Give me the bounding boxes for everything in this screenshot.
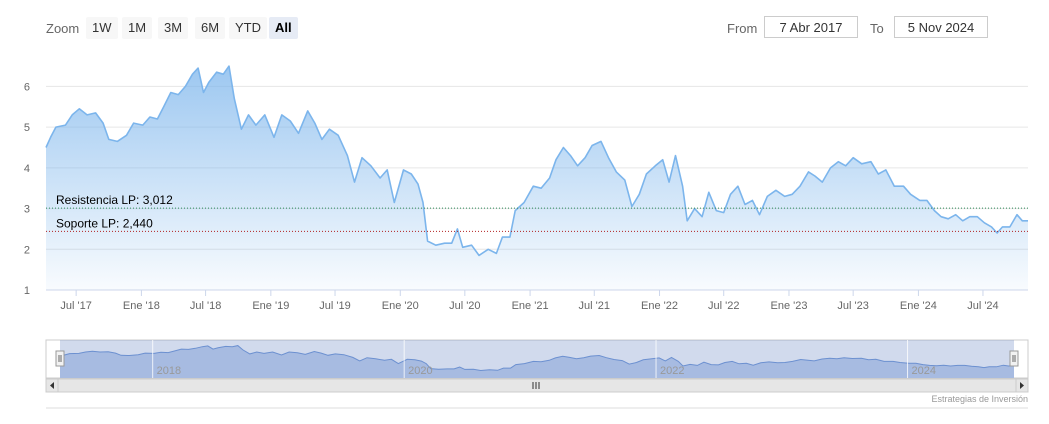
navigator-year-label: 2022 (660, 365, 684, 377)
to-date-input[interactable]: 5 Nov 2024 (894, 16, 988, 38)
x-tick-label: Ene '20 (382, 300, 419, 312)
y-tick-label: 5 (24, 122, 30, 134)
x-axis: Jul '17 Ene '18 Jul '18 Ene '19 Jul '19 Ene '… (46, 289, 1028, 312)
y-tick-label: 2 (24, 244, 30, 256)
resistance-label: Resistencia LP: 3,012 (56, 193, 173, 207)
x-tick-label: Ene '23 (770, 300, 807, 312)
price-area (46, 66, 1028, 290)
x-tick-label: Ene '24 (900, 300, 937, 312)
zoom-all-button[interactable]: All (269, 17, 298, 39)
credits-text: Estrategias de Inversión (931, 394, 1028, 404)
scrollbar-thumb[interactable] (57, 378, 1017, 393)
navigator-year-label: 2020 (408, 365, 432, 377)
x-tick-label: Jul '18 (190, 300, 221, 312)
y-tick-label: 3 (24, 204, 30, 216)
x-tick-label: Ene '22 (641, 300, 678, 312)
x-tick-label: Ene '21 (512, 300, 549, 312)
range-selector-toolbar: Zoom 1W 1M 3M 6M YTD All From 7 Abr 2017… (0, 0, 1049, 56)
y-tick-label: 4 (24, 163, 30, 175)
zoom-1m-button[interactable]: 1M (122, 17, 153, 39)
navigator-year-label: 2024 (912, 365, 936, 377)
x-tick-label: Jul '19 (319, 300, 350, 312)
navigator[interactable]: 2018 2020 2022 2024 (45, 339, 1029, 409)
navigator-right-handle[interactable] (1009, 350, 1019, 367)
arrow-right-icon (1020, 382, 1024, 389)
zoom-1w-button[interactable]: 1W (86, 17, 118, 39)
navigator-selection (60, 340, 1014, 378)
arrow-left-icon (50, 382, 54, 389)
x-tick-label: Ene '19 (252, 300, 289, 312)
y-tick-label: 1 (24, 285, 30, 297)
from-label: From (727, 21, 758, 36)
y-axis: 1 2 3 4 5 6 (24, 81, 30, 297)
zoom-6m-button[interactable]: 6M (195, 17, 226, 39)
x-tick-label: Jul '23 (837, 300, 868, 312)
navigator-left-handle[interactable] (55, 350, 65, 367)
level-lines: Resistencia LP: 3,012 Soporte LP: 2,440 (46, 193, 1028, 232)
navigator-line (59, 345, 1014, 372)
zoom-3m-button[interactable]: 3M (158, 17, 189, 39)
y-tick-label: 6 (24, 81, 30, 93)
zoom-ytd-button[interactable]: YTD (229, 17, 267, 39)
x-tick-label: Jul '17 (60, 300, 91, 312)
x-tick-label: Jul '21 (579, 300, 610, 312)
price-line (45, 65, 1028, 257)
from-date-input[interactable]: 7 Abr 2017 (764, 16, 858, 38)
navigator-year-label: 2018 (157, 365, 181, 377)
to-label: To (870, 21, 884, 36)
plot-area (45, 65, 1028, 290)
x-tick-label: Jul '22 (708, 300, 739, 312)
x-tick-label: Jul '24 (967, 300, 998, 312)
x-tick-label: Jul '20 (449, 300, 480, 312)
zoom-label: Zoom (46, 21, 80, 36)
support-label: Soporte LP: 2,440 (56, 216, 153, 230)
x-tick-label: Ene '18 (123, 300, 160, 312)
